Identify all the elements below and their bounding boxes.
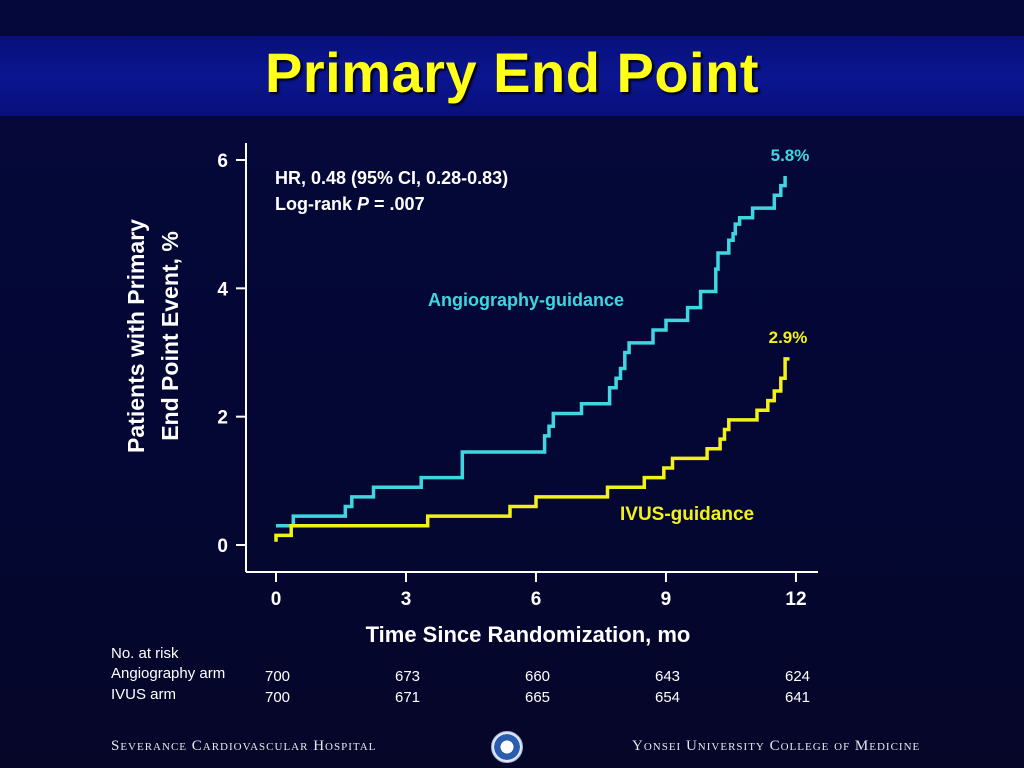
angio-series-label: Angiography-guidance xyxy=(428,290,624,310)
logrank-annotation: Log-rank P = .007 xyxy=(275,194,425,214)
series-line-angiography xyxy=(276,176,787,528)
risk-ivus-3: 671 xyxy=(395,689,421,706)
risk-ivus-6: 665 xyxy=(525,689,551,706)
university-seal-icon xyxy=(491,731,523,763)
slide-title: Primary End Point xyxy=(265,41,759,104)
chart-series xyxy=(274,176,790,542)
series-line-ivus xyxy=(274,357,790,542)
risk-row-label-angio: Angiography arm xyxy=(111,665,226,682)
ivus-end-label: 2.9% xyxy=(769,328,808,347)
risk-angio-12: 624 xyxy=(785,668,811,685)
y-tick-label: 6 xyxy=(217,151,228,172)
risk-row-label-ivus: IVUS arm xyxy=(111,686,177,703)
risk-angio-0: 700 xyxy=(265,668,291,685)
risk-ivus-12: 641 xyxy=(785,689,811,706)
y-tick-label: 0 xyxy=(217,536,228,557)
risk-angio-9: 643 xyxy=(655,668,681,685)
footer-hospital: Severance Cardiovascular Hospital xyxy=(111,738,377,754)
x-tick-label: 3 xyxy=(401,589,412,610)
angio-end-label: 5.8% xyxy=(771,146,810,165)
x-tick-label: 12 xyxy=(785,589,806,610)
risk-ivus-9: 654 xyxy=(655,689,681,706)
x-axis-label: Time Since Randomization, mo xyxy=(366,622,691,647)
logrank-p: P xyxy=(357,194,370,214)
risk-header: No. at risk xyxy=(111,645,179,662)
y-tick-label: 2 xyxy=(217,408,228,429)
y-tick-label: 4 xyxy=(217,279,228,300)
logrank-prefix: Log-rank xyxy=(275,194,357,214)
x-tick-label: 9 xyxy=(661,589,672,610)
chart-axes: 0 2 4 6 0 3 6 9 12 xyxy=(217,143,818,610)
risk-angio-6: 660 xyxy=(525,668,551,685)
risk-angio-3: 673 xyxy=(395,668,421,685)
y-axis-label-line1: Patients with Primary xyxy=(123,219,149,453)
x-tick-label: 0 xyxy=(271,589,282,610)
ivus-series-label: IVUS-guidance xyxy=(620,504,754,525)
footer-university: Yonsei University College of Medicine xyxy=(632,738,921,754)
risk-ivus-0: 700 xyxy=(265,689,291,706)
title-band xyxy=(0,36,1024,116)
x-tick-label: 6 xyxy=(531,589,542,610)
hr-annotation: HR, 0.48 (95% CI, 0.28-0.83) xyxy=(275,168,508,188)
y-axis-label-line2: End Point Event, % xyxy=(157,231,183,441)
logrank-suffix: = .007 xyxy=(369,194,425,214)
